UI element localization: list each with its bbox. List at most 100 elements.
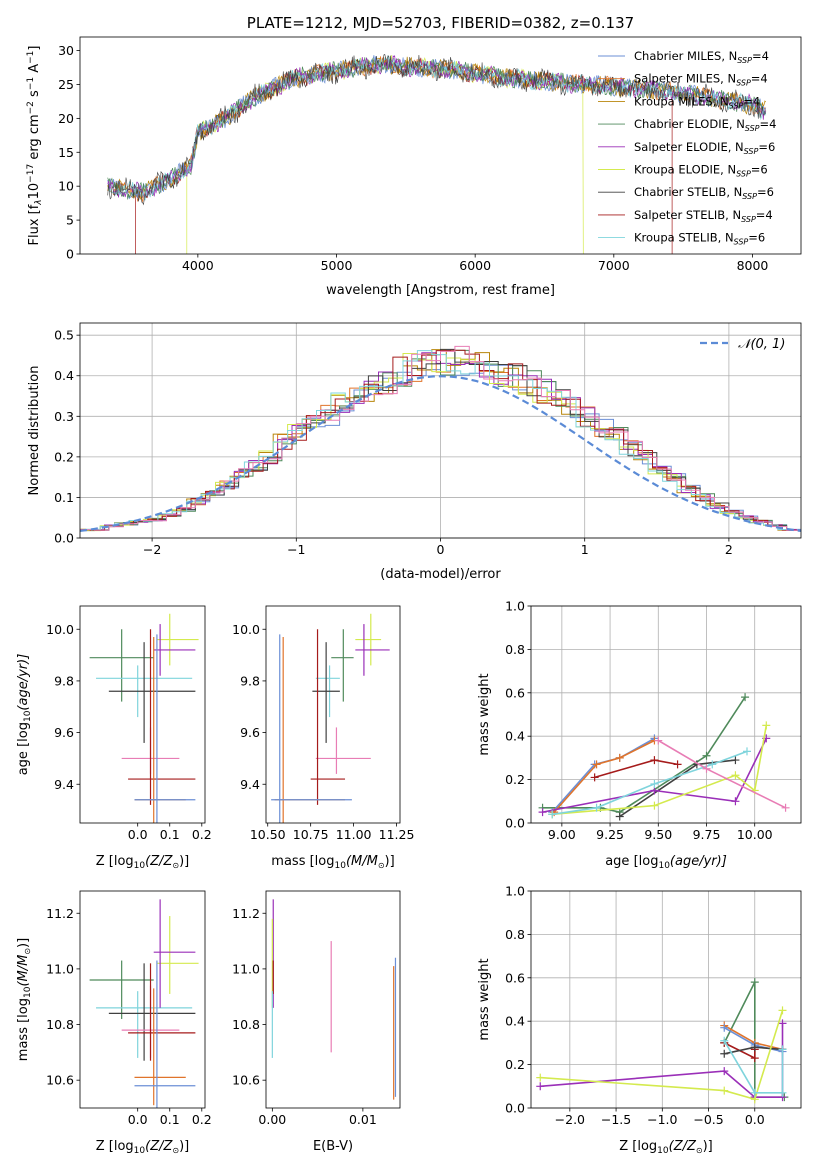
- weight-marker: [548, 810, 557, 819]
- ebv-mass-frame: [265, 890, 401, 1109]
- y-tick-label: 10: [58, 179, 74, 194]
- y-tick-label: 1.0: [505, 884, 525, 899]
- weight-line: [553, 739, 655, 813]
- weight-marker: [778, 1045, 787, 1054]
- weight-marker: [741, 693, 750, 702]
- weight-line: [619, 759, 736, 818]
- weight-marker: [720, 1086, 729, 1095]
- y-tick-label: 1.0: [505, 599, 525, 614]
- x-tick-label: 9.50: [644, 827, 672, 842]
- y-tick-label: 0.0: [505, 1101, 525, 1116]
- z-mass-xlabel: Z [log10(Z/Z⊙)]: [96, 1139, 190, 1156]
- weight-marker: [708, 760, 717, 769]
- ebv-xlabel: E(B-V): [313, 1139, 353, 1154]
- weight-marker: [762, 721, 771, 730]
- y-tick-label: 11.0: [46, 961, 74, 976]
- weight-marker: [750, 1043, 759, 1052]
- gaussian-curve: [79, 375, 802, 532]
- weight-line: [540, 1010, 784, 1101]
- weight-marker: [778, 1019, 787, 1028]
- weight-marker: [702, 751, 711, 760]
- x-tick-label: −1.0: [647, 1112, 677, 1127]
- x-tick-label: 7000: [598, 258, 630, 273]
- z-age-panel: 0.0 0.1 0.2 9.4 9.6 9.8 10.0 Z [log10(Z/Z⊙)] age…: [16, 605, 212, 871]
- weight-marker: [750, 1054, 759, 1063]
- x-tick-label: 0: [437, 542, 445, 557]
- legend-entry: Kroupa STELIB, NSSP=6: [634, 231, 765, 247]
- x-tick-label: 0.01: [349, 1112, 377, 1127]
- legend-entry: Salpeter ELODIE, NSSP=6: [634, 140, 775, 156]
- x-tick-label: 4000: [182, 258, 214, 273]
- y-tick-label: 0.3: [54, 409, 74, 424]
- weight-marker: [536, 1073, 545, 1082]
- y-tick-label: 10.8: [46, 1017, 74, 1032]
- y-tick-label: 10.0: [232, 622, 260, 637]
- y-tick-label: 0.8: [505, 642, 525, 657]
- y-tick-label: 0.2: [54, 449, 74, 464]
- y-tick-label: 11.0: [232, 961, 260, 976]
- legend-entry: Salpeter MILES, NSSP=4: [634, 72, 768, 88]
- z-mass-panel: 0.0 0.1 0.2 10.6 10.8 11.0 11.2 Z [log10(Z/Z⊙)]…: [16, 890, 212, 1156]
- y-tick-label: 11.2: [232, 906, 260, 921]
- legend-entry: Salpeter STELIB, NSSP=4: [634, 208, 773, 224]
- histogram-salpeter-elodie: [80, 352, 797, 531]
- x-tick-label: 10.50: [250, 827, 286, 842]
- y-tick-label: 0.8: [505, 927, 525, 942]
- weight-line: [542, 738, 768, 813]
- spectrum-xlabel: wavelength [Angstrom, rest frame]: [326, 283, 555, 298]
- y-tick-label: 0: [66, 247, 74, 262]
- residual-frame: [79, 322, 802, 539]
- spectrum-title: PLATE=1212, MJD=52703, FIBERID=0382, z=0…: [247, 14, 634, 32]
- x-tick-label: −1: [287, 542, 305, 557]
- y-tick-label: 5: [66, 213, 74, 228]
- x-tick-label: 0.2: [192, 1112, 212, 1127]
- x-tick-label: −2.0: [555, 1112, 585, 1127]
- x-tick-label: 9.00: [548, 827, 576, 842]
- weight-marker: [702, 764, 711, 773]
- legend-entry: Chabrier ELODIE, NSSP=4: [634, 117, 776, 133]
- weight-marker: [650, 756, 659, 765]
- mass-age-frame: [265, 605, 401, 824]
- y-tick-label: 0.0: [54, 531, 74, 546]
- weight-marker: [538, 808, 547, 817]
- mass-age-xlabel: mass [log10(M/M⊙)]: [271, 854, 394, 871]
- x-tick-label: 0.1: [160, 1112, 180, 1127]
- weight-line: [724, 1046, 783, 1055]
- weight-marker: [778, 1006, 787, 1015]
- weight-marker: [778, 1088, 787, 1097]
- weight-marker: [781, 803, 790, 812]
- x-tick-label: 5000: [321, 258, 353, 273]
- age-weight-xlabel: age [log10(age/yr)]: [605, 854, 727, 871]
- weight-marker: [720, 1067, 729, 1076]
- x-tick-label: 9.25: [596, 827, 624, 842]
- weight-marker: [720, 1023, 729, 1032]
- y-tick-label: 0.2: [505, 772, 525, 787]
- y-tick-label: 9.6: [240, 725, 260, 740]
- weight-line: [542, 696, 746, 813]
- weight-marker: [731, 797, 740, 806]
- y-tick-label: 9.6: [54, 725, 74, 740]
- y-tick-label: 10.8: [232, 1017, 260, 1032]
- x-tick-label: 0.0: [128, 1112, 148, 1127]
- x-tick-label: 2: [725, 542, 733, 557]
- spectrum-frame: [79, 36, 802, 255]
- x-tick-label: −2: [143, 542, 161, 557]
- legend-entry: Kroupa ELODIE, NSSP=6: [634, 163, 768, 179]
- weight-marker: [654, 736, 663, 745]
- histogram-pink: [80, 345, 801, 531]
- residual-panel: −2 −1 0 1 2 0.0 0.1 0.2 0.3 0.4 0.5 𝒩(0, 1) (data-mo…: [27, 322, 802, 582]
- weight-marker: [592, 760, 601, 769]
- weight-line: [594, 759, 678, 779]
- y-tick-label: 0.4: [54, 368, 74, 383]
- x-tick-label: 10.75: [293, 827, 329, 842]
- z-weight-ylabel: mass weight: [477, 958, 492, 1040]
- x-tick-label: 9.75: [693, 827, 721, 842]
- y-tick-label: 10.0: [46, 622, 74, 637]
- legend-entry: Kroupa MILES, NSSP=4: [634, 94, 760, 110]
- weight-marker: [731, 771, 740, 780]
- y-tick-label: 9.8: [54, 673, 74, 688]
- y-tick-label: 10.6: [232, 1073, 260, 1088]
- weight-marker: [650, 779, 659, 788]
- ebv-mass-panel: 0.00 0.01 10.6 10.8 11.0 11.2 E(B-V): [232, 890, 401, 1154]
- residual-xlabel: (data-model)/error: [380, 567, 501, 582]
